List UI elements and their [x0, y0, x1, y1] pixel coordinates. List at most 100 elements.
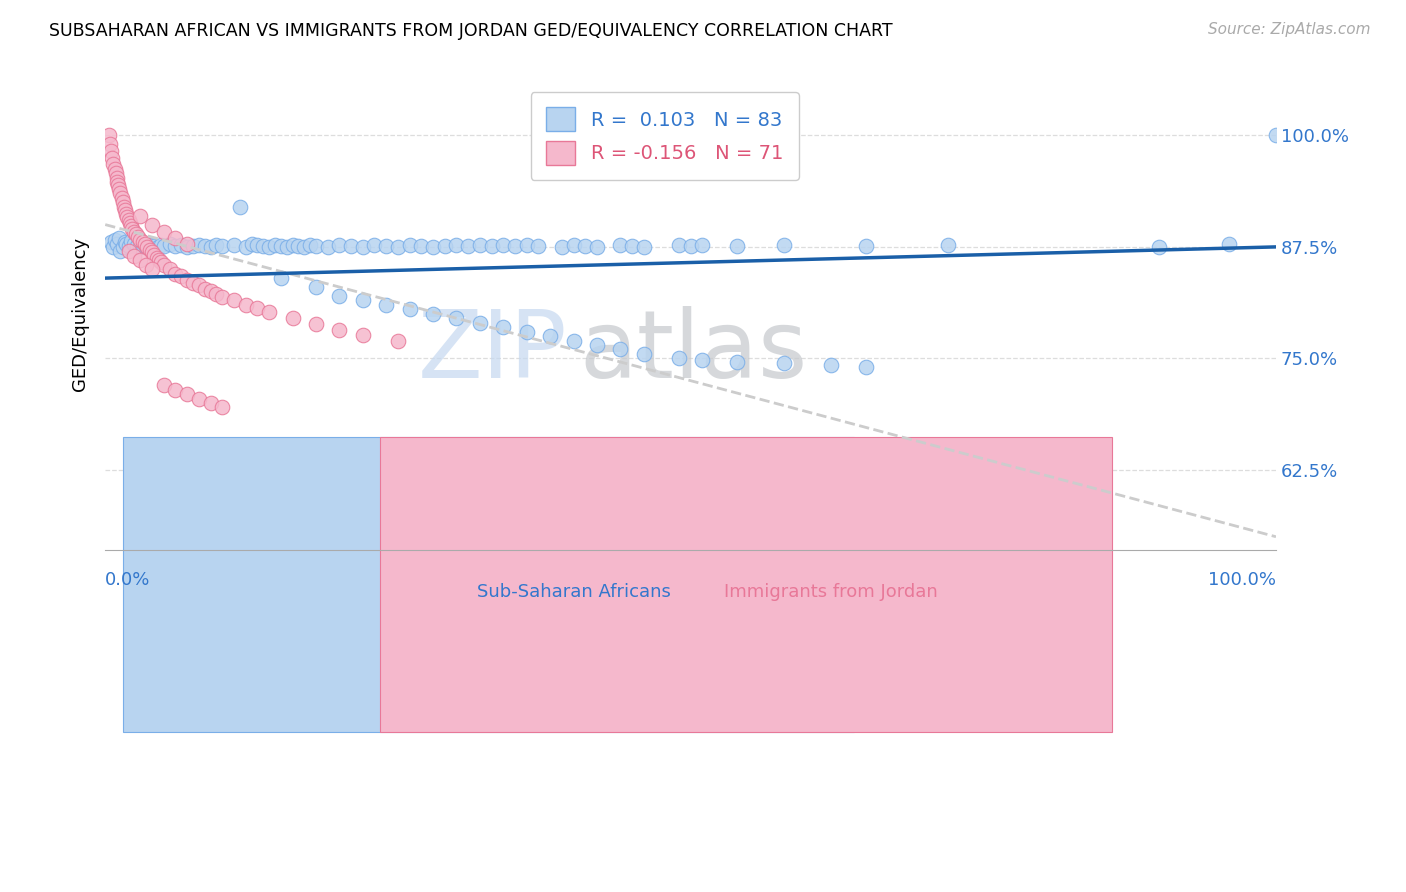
Point — [305, 239, 328, 253]
Point — [352, 240, 374, 254]
Text: Sub-Saharan Africans: Sub-Saharan Africans — [477, 583, 671, 601]
Point — [211, 290, 233, 304]
Point — [159, 262, 181, 277]
Point — [270, 239, 292, 253]
Point — [328, 238, 350, 252]
Point — [135, 239, 157, 253]
FancyBboxPatch shape — [381, 437, 1112, 732]
Point — [609, 238, 631, 252]
Point — [468, 316, 491, 330]
Point — [131, 235, 153, 250]
Point — [100, 145, 122, 159]
Point — [229, 200, 252, 214]
Point — [117, 244, 139, 259]
Point — [138, 237, 160, 252]
Point — [446, 238, 468, 252]
Point — [633, 347, 655, 361]
Point — [316, 240, 339, 254]
Point — [129, 240, 152, 254]
Point — [118, 216, 141, 230]
Point — [562, 334, 585, 348]
Point — [363, 238, 385, 252]
Point — [187, 278, 209, 293]
Point — [305, 318, 328, 332]
Point — [165, 239, 187, 253]
Point — [124, 225, 146, 239]
Point — [211, 401, 233, 415]
Point — [690, 353, 713, 368]
Point — [103, 240, 125, 254]
Point — [200, 240, 222, 254]
Point — [124, 237, 146, 252]
Point — [110, 191, 132, 205]
Point — [129, 209, 152, 223]
Point — [292, 240, 315, 254]
Point — [690, 238, 713, 252]
Point — [725, 239, 748, 253]
Point — [170, 238, 193, 252]
Point — [181, 239, 204, 253]
Point — [165, 267, 187, 281]
Point — [211, 239, 233, 253]
Point — [103, 233, 125, 247]
Text: SUBSAHARAN AFRICAN VS IMMIGRANTS FROM JORDAN GED/EQUIVALENCY CORRELATION CHART: SUBSAHARAN AFRICAN VS IMMIGRANTS FROM JO… — [49, 22, 893, 40]
Point — [100, 235, 122, 250]
Point — [117, 211, 139, 225]
Point — [124, 227, 146, 242]
Point — [97, 128, 120, 143]
Point — [114, 203, 136, 218]
Point — [152, 378, 174, 392]
Point — [134, 237, 156, 252]
Point — [855, 239, 877, 253]
Point — [159, 237, 181, 252]
Point — [105, 175, 128, 189]
Point — [143, 248, 166, 262]
Point — [150, 238, 173, 252]
Point — [422, 307, 444, 321]
Point — [270, 271, 292, 285]
Point — [257, 240, 280, 254]
Point — [352, 328, 374, 343]
Point — [235, 298, 257, 312]
Text: Source: ZipAtlas.com: Source: ZipAtlas.com — [1208, 22, 1371, 37]
Point — [124, 249, 146, 263]
Point — [194, 239, 217, 253]
Point — [422, 240, 444, 254]
FancyBboxPatch shape — [122, 437, 855, 732]
Point — [855, 360, 877, 375]
Point — [170, 269, 193, 284]
Point — [305, 280, 328, 294]
Point — [176, 240, 198, 254]
Point — [264, 238, 287, 252]
Point — [387, 334, 409, 348]
Point — [194, 282, 217, 296]
Point — [240, 237, 263, 252]
Point — [176, 237, 198, 252]
Point — [120, 234, 142, 248]
Point — [299, 238, 322, 252]
Point — [200, 285, 222, 299]
Point — [257, 305, 280, 319]
Point — [516, 238, 538, 252]
Point — [276, 240, 298, 254]
Point — [127, 230, 149, 244]
Point — [187, 238, 209, 252]
Text: Immigrants from Jordan: Immigrants from Jordan — [724, 583, 938, 601]
Point — [131, 238, 153, 252]
Point — [141, 262, 163, 277]
Point — [108, 231, 131, 245]
Point — [120, 219, 142, 234]
Point — [115, 207, 138, 221]
Point — [141, 218, 163, 232]
Point — [281, 238, 304, 252]
Point — [387, 240, 409, 254]
Point — [152, 225, 174, 239]
Point — [129, 233, 152, 247]
Text: atlas: atlas — [579, 306, 807, 398]
Point — [352, 293, 374, 308]
Point — [111, 240, 134, 254]
Point — [586, 240, 609, 254]
Point — [433, 239, 456, 253]
Point — [141, 238, 163, 252]
Point — [328, 323, 350, 337]
